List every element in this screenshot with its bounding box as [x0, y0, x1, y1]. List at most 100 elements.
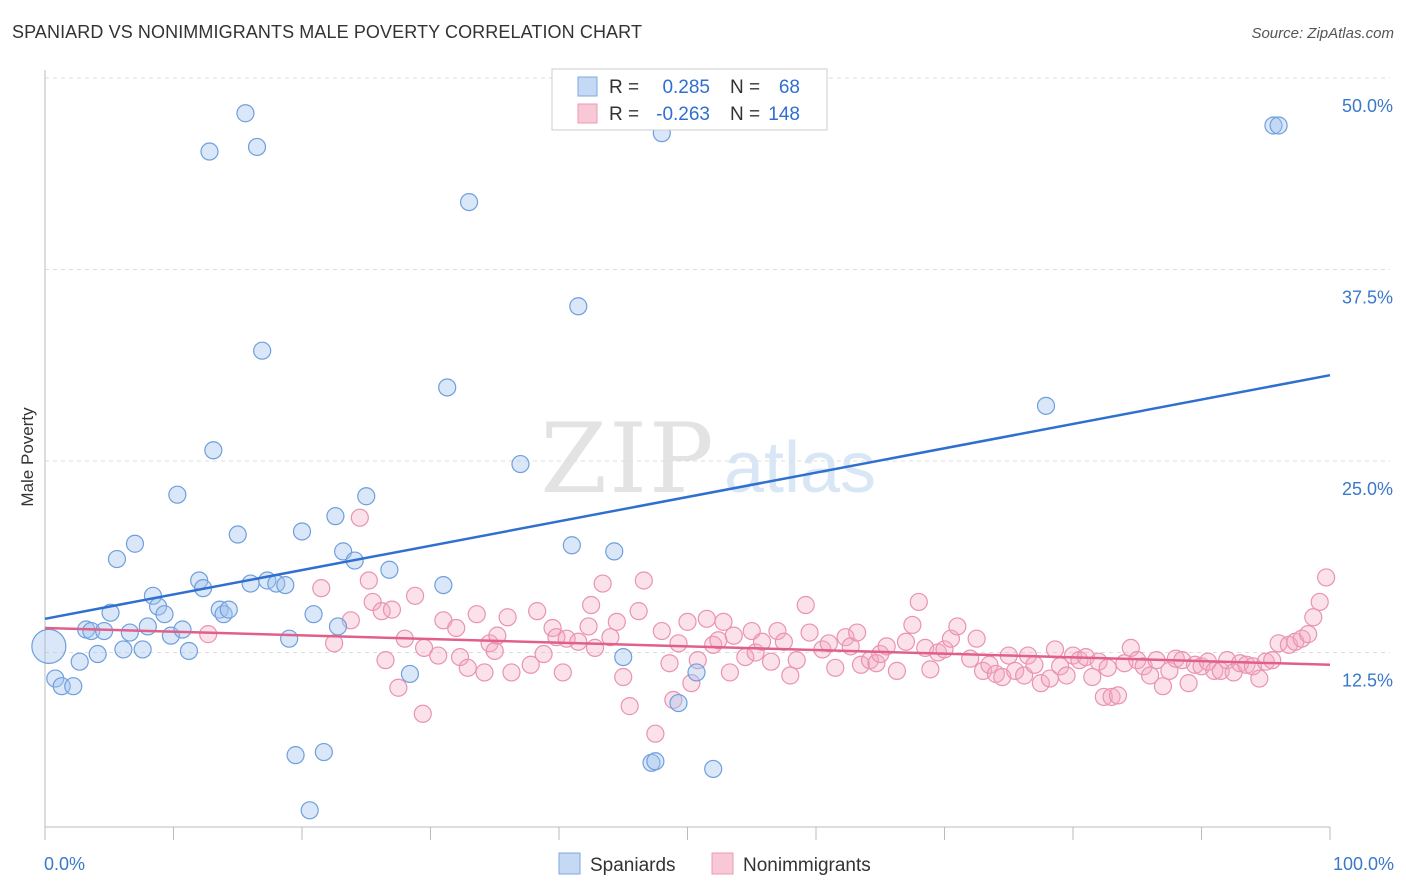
- nonimmigrants-point: [867, 654, 886, 673]
- spaniards-point: [1269, 116, 1288, 135]
- spaniards-point: [200, 142, 219, 161]
- nonimmigrants-point: [646, 724, 665, 743]
- nonimmigrants-point: [819, 634, 838, 653]
- watermark-atlas: atlas: [724, 428, 876, 508]
- y-tick-label: 50.0%: [1342, 96, 1393, 116]
- spaniards-point: [82, 621, 101, 641]
- spaniards-point: [292, 522, 312, 541]
- nonimmigrants-point: [1094, 687, 1113, 707]
- spaniards-point: [31, 628, 67, 664]
- spaniards-point: [228, 525, 247, 544]
- legend-r-label-2: R =: [609, 104, 639, 125]
- nonimmigrants-point: [682, 674, 701, 693]
- nonimmigrants-point: [1140, 666, 1160, 685]
- chart-title: SPANIARD VS NONIMMIGRANTS MALE POVERTY C…: [12, 22, 643, 42]
- nonimmigrants-point: [585, 638, 605, 658]
- spaniards-point: [434, 575, 453, 595]
- spaniards-point: [605, 542, 624, 561]
- nonimmigrants-point: [614, 667, 633, 687]
- spaniards-trend-line: [44, 373, 1331, 621]
- nonimmigrants-point: [607, 612, 626, 631]
- nonimmigrants-point: [359, 571, 378, 590]
- nonimmigrants-point: [1317, 568, 1336, 587]
- nonimmigrants-point: [405, 586, 425, 605]
- spaniards-point: [138, 617, 157, 636]
- legend-r-label-1: R =: [609, 77, 639, 98]
- spaniards-point: [276, 575, 295, 595]
- nonimmigrants-point: [629, 602, 648, 621]
- spaniards-point: [247, 137, 267, 157]
- nonimmigrants-point: [1108, 686, 1128, 705]
- spaniards-point: [326, 507, 345, 526]
- nonimmigrants-point: [967, 629, 986, 648]
- nonimmigrants-point: [1310, 592, 1329, 612]
- source-label: Source: ZipAtlas.com: [1251, 25, 1394, 42]
- nonimmigrants-point: [582, 595, 601, 615]
- nonimmigrants-point: [851, 655, 871, 674]
- nonimmigrants-point: [475, 663, 494, 682]
- spaniards-point: [286, 746, 305, 765]
- nonimmigrants-point: [652, 621, 671, 641]
- nonimmigrants-point: [634, 571, 653, 590]
- nonimmigrants-point: [498, 608, 517, 627]
- spaniards-point: [107, 549, 127, 569]
- nonimmigrants-point: [1031, 674, 1050, 693]
- nonimmigrants-point: [389, 678, 408, 697]
- nonimmigrants-point: [909, 592, 928, 612]
- nonimmigrants-point: [579, 617, 598, 636]
- spaniards-point: [646, 752, 665, 771]
- nonimmigrants-point: [787, 651, 806, 670]
- trend-lines: [44, 373, 1331, 667]
- nonimmigrants-point: [593, 574, 612, 593]
- nonimmigrants-point: [836, 628, 855, 647]
- legend-n-value-2: 148: [768, 104, 800, 125]
- nonimmigrants-point: [903, 615, 922, 635]
- legend-swatch-spaniards: [577, 76, 598, 97]
- nonimmigrants-point: [877, 637, 896, 656]
- watermark-zip: ZIP: [540, 403, 715, 515]
- nonimmigrants-point: [720, 663, 740, 682]
- nonimmigrants-point: [826, 658, 845, 677]
- spaniards-point: [64, 677, 83, 696]
- nonimmigrants-point: [800, 623, 819, 642]
- series-legend-swatch-nonimmigrants: [711, 852, 734, 875]
- spaniards-point: [155, 605, 174, 624]
- series-legend-swatch-spaniards: [558, 852, 581, 875]
- y-tick-label: 25.0%: [1342, 479, 1393, 499]
- nonimmigrants-point: [376, 651, 395, 670]
- spaniards-point: [300, 801, 319, 820]
- nonimmigrants-point: [1299, 625, 1318, 644]
- nonimmigrants-point: [1292, 629, 1311, 648]
- spaniards-point: [120, 623, 139, 642]
- spaniards-point: [614, 647, 633, 667]
- spaniards-point: [88, 644, 107, 664]
- nonimmigrants-point: [553, 663, 572, 682]
- spaniards-point: [1264, 116, 1283, 135]
- nonimmigrants-point: [1237, 655, 1256, 674]
- nonimmigrants-point: [1153, 677, 1173, 696]
- nonimmigrants-point: [848, 623, 867, 642]
- legend-n-value-1: 68: [779, 77, 800, 98]
- spaniards-point: [236, 104, 255, 123]
- y-tick-label: 37.5%: [1342, 288, 1393, 308]
- nonimmigrants-points: [199, 508, 1336, 743]
- spaniards-point: [168, 485, 187, 504]
- stats-legend: R = 0.285 N = 68 R = -0.263 N = 148: [551, 68, 828, 131]
- nonimmigrants-point: [921, 660, 940, 679]
- nonimmigrants-point: [1083, 667, 1102, 687]
- y-tick-label: 12.5%: [1342, 671, 1393, 691]
- nonimmigrants-point: [1166, 649, 1185, 668]
- spaniards-point: [562, 536, 581, 555]
- nonimmigrants-point: [543, 618, 562, 638]
- nonimmigrants-point: [485, 641, 504, 661]
- nonimmigrants-point: [1045, 640, 1065, 659]
- nonimmigrants-point: [896, 632, 916, 651]
- legend-n-label-1: N =: [730, 77, 760, 98]
- spaniards-point: [70, 652, 89, 671]
- spaniards-point: [1036, 396, 1056, 415]
- x-tick-label-max: 100.0%: [1333, 854, 1394, 874]
- nonimmigrants-point: [761, 652, 781, 671]
- spaniards-point: [511, 454, 530, 474]
- nonimmigrants-point: [796, 595, 815, 615]
